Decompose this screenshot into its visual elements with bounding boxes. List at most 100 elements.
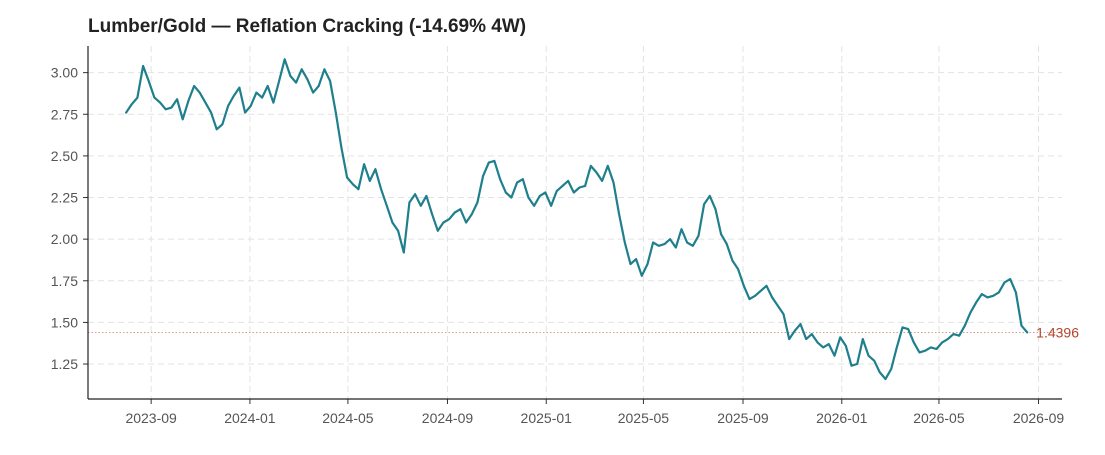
data-point xyxy=(1009,278,1012,280)
data-point xyxy=(283,58,286,61)
data-point xyxy=(380,188,382,191)
data-point xyxy=(448,218,450,221)
data-point xyxy=(346,176,348,179)
data-point xyxy=(306,78,309,81)
data-point xyxy=(975,301,978,304)
y-tick-label: 1.50 xyxy=(51,314,78,330)
data-point xyxy=(1026,331,1029,334)
data-point xyxy=(748,298,751,300)
data-point xyxy=(618,213,620,216)
x-tick-label: 2025-09 xyxy=(717,410,769,426)
data-point xyxy=(431,213,433,216)
data-point xyxy=(198,91,201,94)
data-point xyxy=(969,311,972,314)
data-point xyxy=(329,80,331,82)
data-point xyxy=(351,183,354,186)
data-point xyxy=(669,238,671,241)
data-point xyxy=(986,296,989,299)
data-point xyxy=(357,188,360,191)
x-tick-label: 2024-01 xyxy=(224,410,276,426)
data-point xyxy=(861,338,864,340)
data-point xyxy=(652,241,654,244)
last-value-label: 1.4396 xyxy=(1036,324,1079,340)
data-point xyxy=(867,354,870,357)
y-tick-label: 3.00 xyxy=(51,65,78,81)
x-tick-label: 2025-01 xyxy=(521,410,573,426)
data-point xyxy=(646,263,649,265)
data-point xyxy=(782,313,785,315)
data-point xyxy=(941,341,944,344)
data-point xyxy=(204,101,207,104)
data-point xyxy=(720,233,722,236)
data-point xyxy=(561,185,564,187)
data-point xyxy=(334,111,337,114)
data-point xyxy=(912,341,915,344)
data-point xyxy=(295,81,297,84)
data-point xyxy=(153,96,156,99)
y-tick-label: 2.75 xyxy=(51,106,78,122)
data-point xyxy=(737,268,739,270)
data-point xyxy=(221,123,224,126)
data-point xyxy=(493,160,496,162)
y-tick-label: 1.75 xyxy=(51,273,78,289)
data-point xyxy=(419,204,422,207)
data-point xyxy=(164,108,167,111)
y-tick-label: 2.50 xyxy=(51,148,78,164)
data-point xyxy=(323,68,326,71)
x-tick-label: 2024-05 xyxy=(322,410,374,426)
data-point xyxy=(312,91,314,94)
series-line xyxy=(125,58,1029,381)
data-point xyxy=(482,175,484,177)
data-point xyxy=(997,291,1000,294)
data-point xyxy=(771,296,773,299)
data-point xyxy=(1015,291,1017,294)
data-point xyxy=(397,229,399,232)
data-point xyxy=(538,195,541,197)
data-point xyxy=(589,165,592,167)
data-point xyxy=(623,241,626,244)
data-point xyxy=(487,161,490,164)
data-point xyxy=(210,111,213,114)
data-point xyxy=(215,128,218,131)
data-point xyxy=(731,259,734,262)
data-point xyxy=(391,221,394,224)
data-point xyxy=(788,338,791,340)
data-point xyxy=(521,178,524,181)
data-point xyxy=(453,211,456,214)
data-point xyxy=(414,193,416,196)
data-point xyxy=(578,186,581,189)
data-point xyxy=(924,349,927,352)
data-point xyxy=(725,243,728,246)
data-point xyxy=(272,101,275,104)
data-point xyxy=(317,85,320,87)
data-point xyxy=(470,213,473,216)
data-point xyxy=(300,68,303,71)
data-point xyxy=(533,204,535,207)
data-point xyxy=(232,95,235,97)
data-point xyxy=(555,190,558,192)
data-point xyxy=(776,304,779,307)
data-point xyxy=(278,80,280,82)
data-point xyxy=(850,364,853,367)
data-point xyxy=(459,208,462,211)
data-point xyxy=(839,336,842,339)
data-point xyxy=(289,75,292,77)
data-point xyxy=(255,91,258,94)
data-point xyxy=(159,101,162,104)
data-point xyxy=(516,181,518,184)
data-point xyxy=(385,204,388,207)
data-point xyxy=(363,163,365,166)
data-point xyxy=(249,105,252,107)
y-tick-label: 2.00 xyxy=(51,231,78,247)
data-point xyxy=(544,191,547,194)
data-point xyxy=(935,348,938,350)
x-tick-label: 2024-09 xyxy=(422,410,474,426)
data-point xyxy=(635,258,637,260)
chart-title: Lumber/Gold — Reflation Cracking (-14.69… xyxy=(88,16,527,37)
data-point xyxy=(436,229,439,232)
data-point xyxy=(147,80,150,82)
data-point xyxy=(799,323,802,325)
data-point xyxy=(657,244,660,247)
data-point xyxy=(136,96,139,99)
